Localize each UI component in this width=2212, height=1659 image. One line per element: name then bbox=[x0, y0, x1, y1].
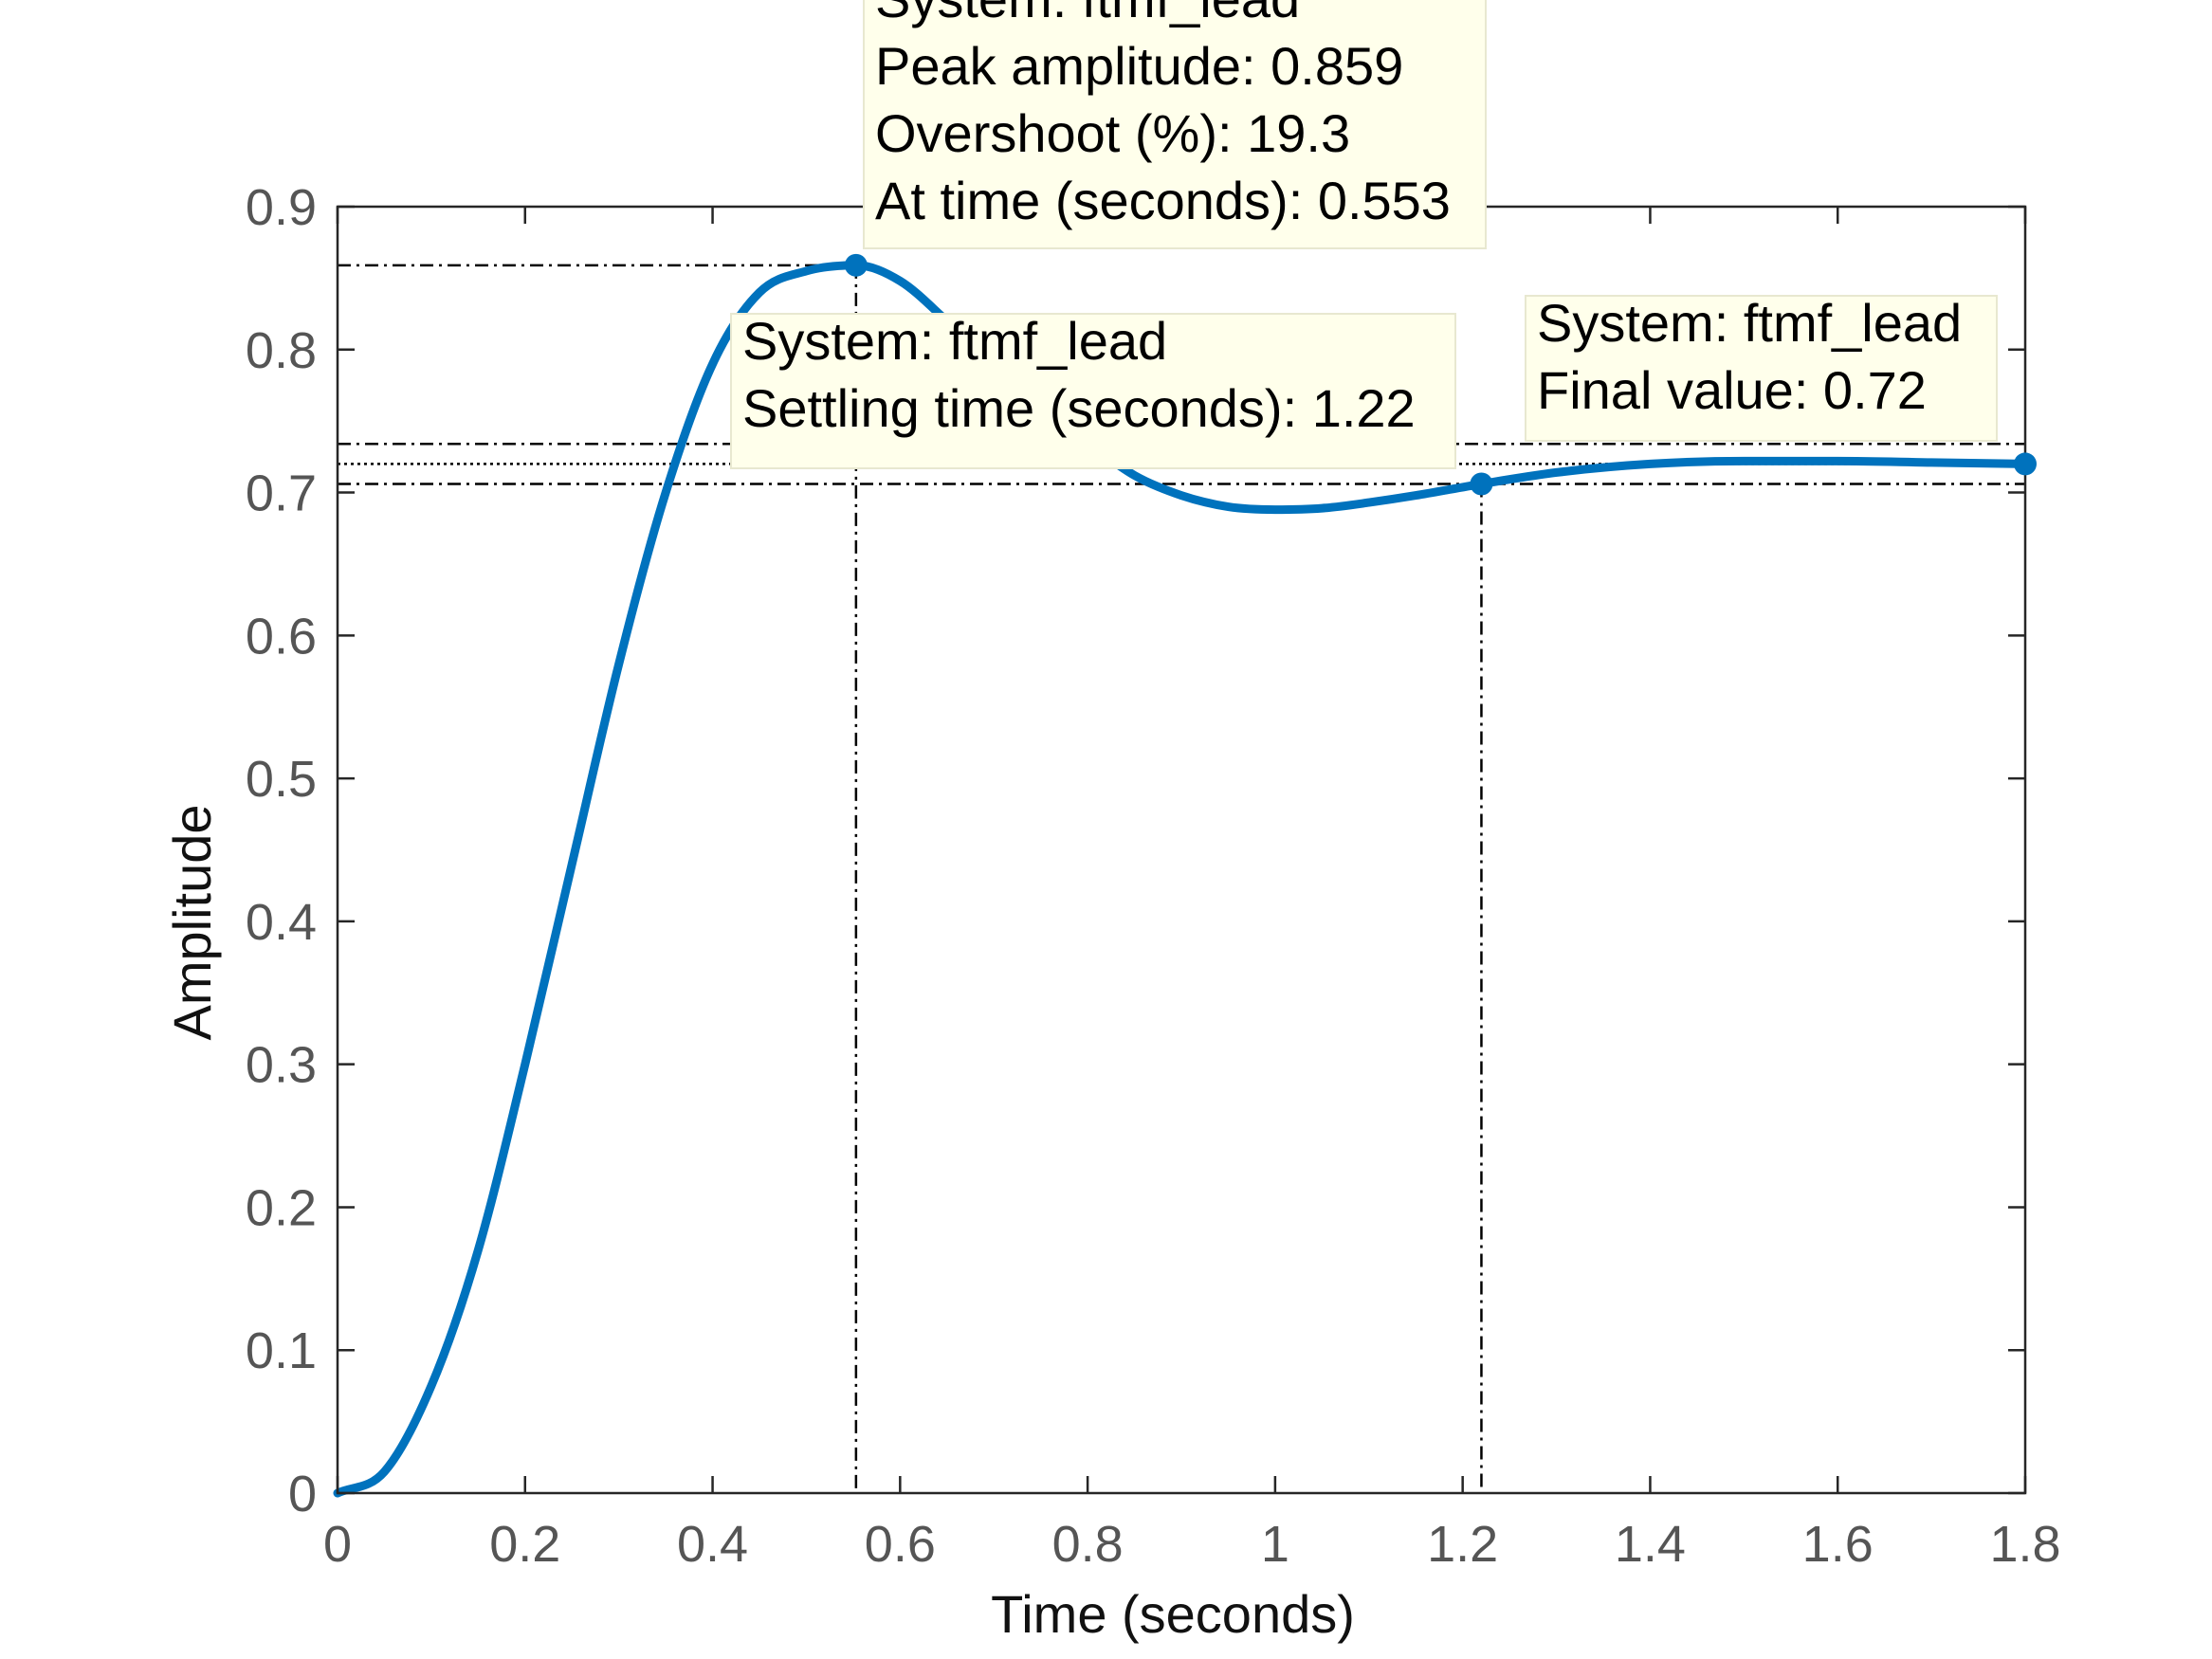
datatip-text: At time (seconds): 0.553 bbox=[875, 171, 1451, 230]
datatip-text: Settling time (seconds): 1.22 bbox=[742, 378, 1416, 438]
datatip-text: Overshoot (%): 19.3 bbox=[875, 103, 1350, 163]
x-tick-label: 0 bbox=[323, 1516, 352, 1573]
datatip-background bbox=[863, 0, 1487, 249]
x-tick-label: 0.6 bbox=[865, 1516, 936, 1573]
datatip-marker bbox=[1470, 472, 1493, 496]
x-axis-label: Time (seconds) bbox=[991, 1584, 1355, 1644]
y-tick-label: 0.4 bbox=[246, 894, 317, 951]
x-tick-label: 1.4 bbox=[1615, 1516, 1686, 1573]
datatip-text: Peak amplitude: 0.859 bbox=[875, 36, 1403, 96]
datatip-marker bbox=[844, 253, 868, 277]
tick-layer: 0 0.2 0.4 0.6 0.8 1 1.2 1.4 1.6 1.8 0 0.1 0.2 0.3 0.4 0… bbox=[246, 179, 2061, 1573]
datatip-text: Final value: 0.72 bbox=[1537, 360, 1927, 420]
y-tick-label: 0.7 bbox=[246, 465, 317, 522]
y-tick-label: 0 bbox=[288, 1466, 317, 1522]
x-tick-label: 1.6 bbox=[1802, 1516, 1874, 1573]
datatip-box: System: ftmf_lead Final value: 0.72 bbox=[1525, 293, 1998, 442]
y-tick-label: 0.6 bbox=[246, 608, 317, 665]
y-tick-label: 0.9 bbox=[246, 179, 317, 236]
x-tick-label: 0.2 bbox=[489, 1516, 560, 1573]
x-tick-label: 0.4 bbox=[677, 1516, 748, 1573]
datatip-text: System: ftmf_lead bbox=[742, 311, 1167, 371]
x-tick-label: 1.2 bbox=[1427, 1516, 1498, 1573]
datatip-box: System: ftmf_lead Peak amplitude: 0.859 Ov… bbox=[863, 0, 1487, 249]
datatip-background bbox=[1525, 295, 1998, 442]
y-tick-label: 0.5 bbox=[246, 751, 317, 808]
datatip-marker bbox=[2014, 452, 2037, 476]
datatip-box: System: ftmf_lead Settling time (seconds)… bbox=[730, 311, 1456, 469]
x-tick-label: 1.8 bbox=[1989, 1516, 2060, 1573]
datatip-background bbox=[730, 313, 1456, 469]
y-tick-label: 0.1 bbox=[246, 1322, 317, 1379]
datatip-text: System: ftmf_lead bbox=[875, 0, 1300, 28]
y-tick-label: 0.2 bbox=[246, 1179, 317, 1236]
datatip-markers bbox=[844, 253, 2037, 496]
datatips: System: ftmf_lead Peak amplitude: 0.859 Ov… bbox=[730, 0, 1998, 469]
x-tick-label: 1 bbox=[1261, 1516, 1289, 1573]
x-tick-label: 0.8 bbox=[1052, 1516, 1124, 1573]
y-axis-label: Amplitude bbox=[162, 804, 222, 1040]
y-tick-label: 0.8 bbox=[246, 322, 317, 379]
y-tick-label: 0.3 bbox=[246, 1037, 317, 1094]
datatip-text: System: ftmf_lead bbox=[1537, 293, 1962, 353]
